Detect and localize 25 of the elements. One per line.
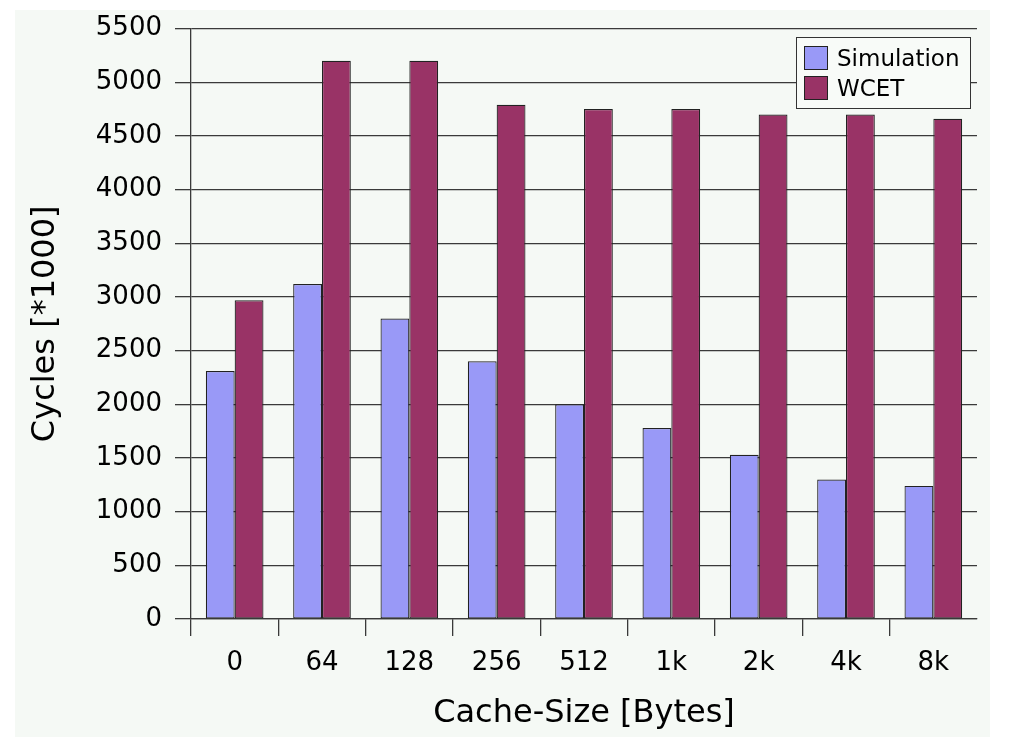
x-tick-label: 64 bbox=[305, 646, 339, 677]
legend-label: WCET bbox=[837, 74, 905, 101]
legend-label: Simulation bbox=[837, 44, 960, 71]
y-tick-label: 3000 bbox=[95, 279, 162, 310]
x-tick-label: 256 bbox=[471, 646, 522, 677]
y-tick-label: 1000 bbox=[95, 494, 162, 525]
y-tick-label: 3500 bbox=[95, 226, 162, 257]
y-tick-label: 4000 bbox=[95, 172, 162, 203]
x-tick-label: 2k bbox=[742, 646, 775, 677]
y-tick-label: 5500 bbox=[95, 11, 162, 42]
x-tick-label: 512 bbox=[559, 646, 609, 677]
x-tick-label: 4k bbox=[830, 646, 862, 677]
y-axis-title: Cycles [*1000] bbox=[23, 205, 62, 443]
y-tick-label: 2000 bbox=[95, 387, 162, 418]
y-tick-label: 500 bbox=[112, 548, 162, 579]
x-tick-label: 128 bbox=[384, 646, 435, 677]
y-tick-label: 1500 bbox=[95, 440, 162, 471]
x-tick-label: 0 bbox=[226, 646, 243, 677]
y-tick-label: 4500 bbox=[95, 118, 162, 149]
x-tick-label: 1k bbox=[655, 646, 688, 677]
y-tick-label: 5000 bbox=[95, 65, 162, 96]
y-tick-label: 0 bbox=[145, 601, 162, 632]
y-tick-label: 2500 bbox=[95, 333, 162, 364]
x-tick-label: 8k bbox=[917, 646, 950, 677]
x-axis-title: Cache-Size [Bytes] bbox=[433, 692, 735, 731]
